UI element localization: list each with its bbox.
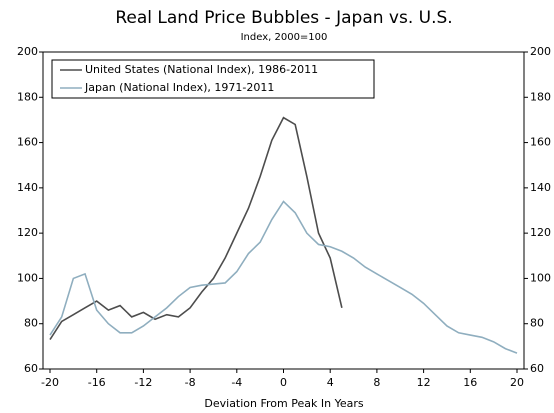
y-tick-label: 180	[17, 90, 38, 103]
x-tick-label: -12	[134, 376, 152, 389]
y2-tick-label: 180	[530, 90, 551, 103]
y2-tick-label: 160	[530, 136, 551, 149]
y2-tick-label: 60	[530, 362, 544, 375]
x-tick-label: 16	[463, 376, 477, 389]
y-tick-label: 80	[24, 317, 38, 330]
x-tick-label: -8	[185, 376, 196, 389]
y2-tick-label: 100	[530, 271, 551, 284]
y-tick-label: 100	[17, 271, 38, 284]
chart-title: Real Land Price Bubbles - Japan vs. U.S.	[115, 8, 452, 28]
x-tick-label: 0	[280, 376, 287, 389]
legend-label: United States (National Index), 1986-201…	[85, 63, 318, 76]
x-tick-label: 12	[417, 376, 431, 389]
plot-frame	[42, 51, 525, 370]
y-tick-label: 160	[17, 136, 38, 149]
series-line	[49, 200, 518, 354]
series-line	[49, 116, 343, 340]
x-tick-label: 4	[327, 376, 334, 389]
y-tick-label: 200	[17, 45, 38, 58]
x-tick-label: -4	[231, 376, 242, 389]
x-tick-label: -16	[88, 376, 106, 389]
x-tick-label: 20	[510, 376, 524, 389]
legend-box	[51, 59, 375, 99]
chart-subtitle: Index, 2000=100	[241, 32, 328, 43]
x-axis-label: Deviation From Peak In Years	[204, 397, 363, 410]
y2-tick-label: 200	[530, 45, 551, 58]
y2-tick-label: 80	[530, 317, 544, 330]
y-tick-label: 120	[17, 226, 38, 239]
y2-tick-label: 140	[530, 181, 551, 194]
y-tick-label: 60	[24, 362, 38, 375]
legend-label: Japan (National Index), 1971-2011	[84, 81, 274, 94]
y-tick-label: 140	[17, 181, 38, 194]
y2-tick-label: 120	[530, 226, 551, 239]
x-tick-label: -20	[41, 376, 59, 389]
x-tick-label: 8	[373, 376, 380, 389]
